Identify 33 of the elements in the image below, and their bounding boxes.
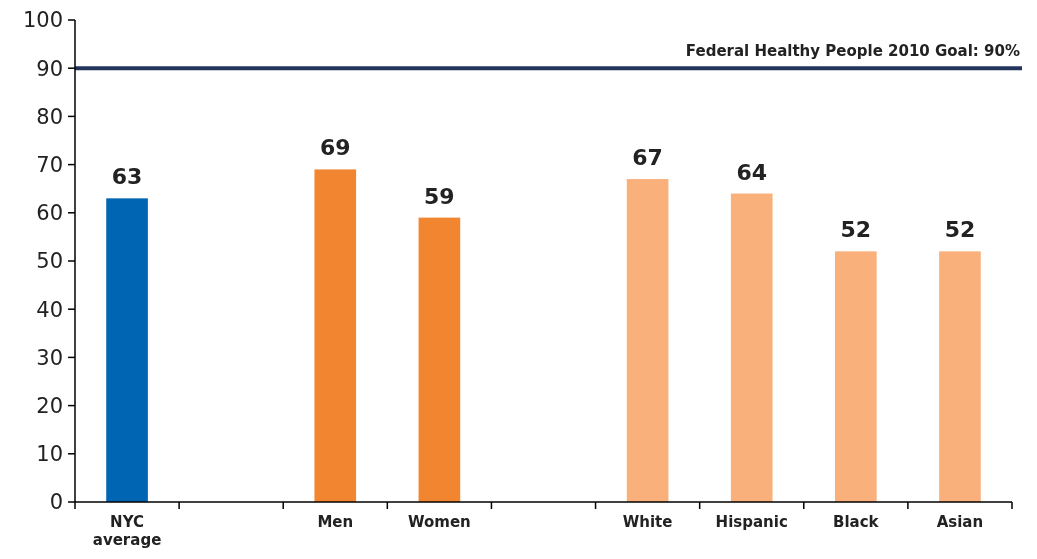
- y-tick-label: 50: [36, 249, 63, 274]
- data-label: 67: [632, 145, 663, 171]
- y-tick-label: 40: [36, 297, 63, 322]
- data-label: 59: [424, 183, 455, 209]
- x-tick-label: Men: [317, 513, 354, 531]
- data-label: 63: [111, 164, 143, 190]
- bar: [106, 198, 148, 502]
- bar: [939, 251, 981, 502]
- y-tick-label: 20: [36, 393, 63, 418]
- y-tick-label: 90: [36, 56, 63, 81]
- bar: [835, 251, 877, 502]
- bar: [418, 217, 461, 502]
- data-label: 52: [944, 217, 976, 243]
- x-tick-label: White: [622, 513, 673, 531]
- data-label: 52: [840, 217, 872, 243]
- bar: [626, 179, 669, 502]
- y-tick-label: 10: [36, 442, 63, 467]
- y-tick-label: 30: [36, 345, 63, 370]
- x-tick-label: NYC average: [92, 513, 162, 549]
- bar: [730, 193, 773, 502]
- x-tick-label: Black: [833, 513, 880, 531]
- y-tick-label: 100: [22, 8, 63, 33]
- data-label: 64: [736, 159, 768, 185]
- y-tick-label: 70: [36, 152, 63, 177]
- x-tick-label: Hispanic: [715, 513, 788, 531]
- x-tick-label: Women: [407, 513, 471, 531]
- bar: [314, 169, 357, 502]
- y-tick-label: 80: [36, 104, 63, 129]
- x-tick-label: Asian: [936, 513, 984, 531]
- ref-line-label: Federal Healthy People 2010 Goal: 90%: [685, 42, 1020, 61]
- data-label: 69: [319, 135, 351, 161]
- y-tick-label: 0: [49, 490, 63, 515]
- y-tick-label: 60: [36, 201, 63, 226]
